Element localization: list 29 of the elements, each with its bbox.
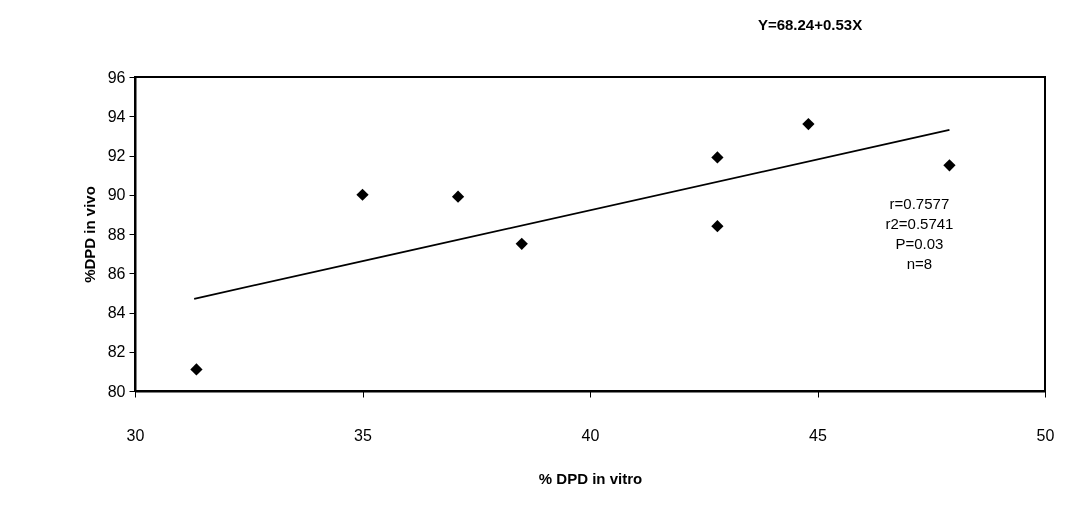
annotation: r=0.7577	[889, 195, 950, 212]
annotation: P=0.03	[895, 235, 944, 252]
point	[515, 237, 528, 250]
y-tick-label: 88	[107, 225, 126, 243]
x-tick-label: 40	[581, 426, 600, 444]
point	[711, 220, 724, 233]
point	[711, 151, 724, 164]
y-tick-label: 96	[107, 68, 126, 86]
x-tick-label: 35	[354, 426, 372, 444]
annotation: n=8	[906, 255, 933, 272]
y-tick-label: 90	[107, 186, 126, 204]
annotation: r2=0.5741	[885, 215, 954, 232]
point	[190, 363, 203, 376]
y-tick-label: 84	[107, 304, 126, 321]
chart-title: Y=68.24+0.53X	[757, 16, 863, 33]
point	[943, 159, 956, 172]
x-tick-label: 50	[1036, 426, 1055, 444]
y-axis-title: %DPD in vivo	[80, 186, 98, 283]
point	[451, 190, 465, 203]
y-tick-label: 82	[107, 343, 126, 361]
y-tick-label: 80	[107, 382, 126, 400]
x-axis-title: % DPD in vitro	[538, 469, 643, 487]
y-tick-label: 92	[107, 147, 126, 164]
point	[356, 188, 369, 201]
x-tick-label: 45	[809, 426, 827, 444]
point	[802, 117, 815, 131]
x-tick-label: 30	[126, 426, 145, 444]
y-tick-label: 86	[107, 264, 126, 282]
y-tick-label: 94	[107, 107, 126, 125]
